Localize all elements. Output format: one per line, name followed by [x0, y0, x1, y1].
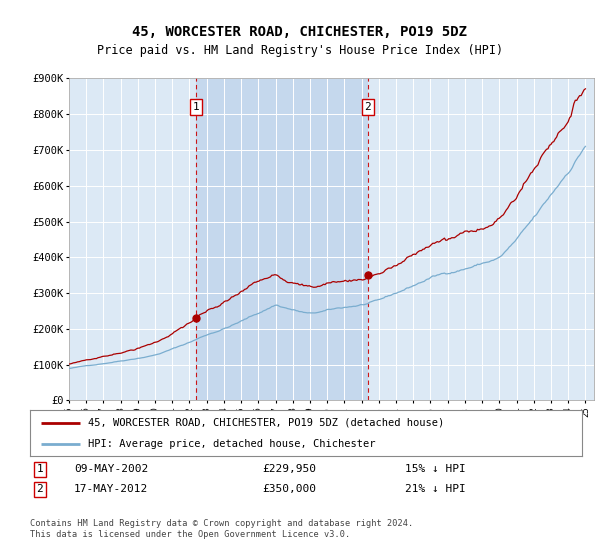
Text: 1: 1 [193, 102, 199, 112]
Text: Contains HM Land Registry data © Crown copyright and database right 2024.
This d: Contains HM Land Registry data © Crown c… [30, 520, 413, 539]
Bar [196, 78, 368, 400]
Text: 17-MAY-2012: 17-MAY-2012 [74, 484, 148, 494]
Text: HPI: Average price, detached house, Chichester: HPI: Average price, detached house, Chic… [88, 439, 376, 449]
Text: 15% ↓ HPI: 15% ↓ HPI [406, 464, 466, 474]
Text: 09-MAY-2002: 09-MAY-2002 [74, 464, 148, 474]
Text: 45, WORCESTER ROAD, CHICHESTER, PO19 5DZ: 45, WORCESTER ROAD, CHICHESTER, PO19 5DZ [133, 26, 467, 39]
Text: 2: 2 [365, 102, 371, 112]
Text: Price paid vs. HM Land Registry's House Price Index (HPI): Price paid vs. HM Land Registry's House … [97, 44, 503, 57]
Text: £350,000: £350,000 [262, 484, 316, 494]
Text: £229,950: £229,950 [262, 464, 316, 474]
Text: 2: 2 [37, 484, 43, 494]
Text: 21% ↓ HPI: 21% ↓ HPI [406, 484, 466, 494]
Text: 1: 1 [37, 464, 43, 474]
Text: 45, WORCESTER ROAD, CHICHESTER, PO19 5DZ (detached house): 45, WORCESTER ROAD, CHICHESTER, PO19 5DZ… [88, 418, 444, 428]
